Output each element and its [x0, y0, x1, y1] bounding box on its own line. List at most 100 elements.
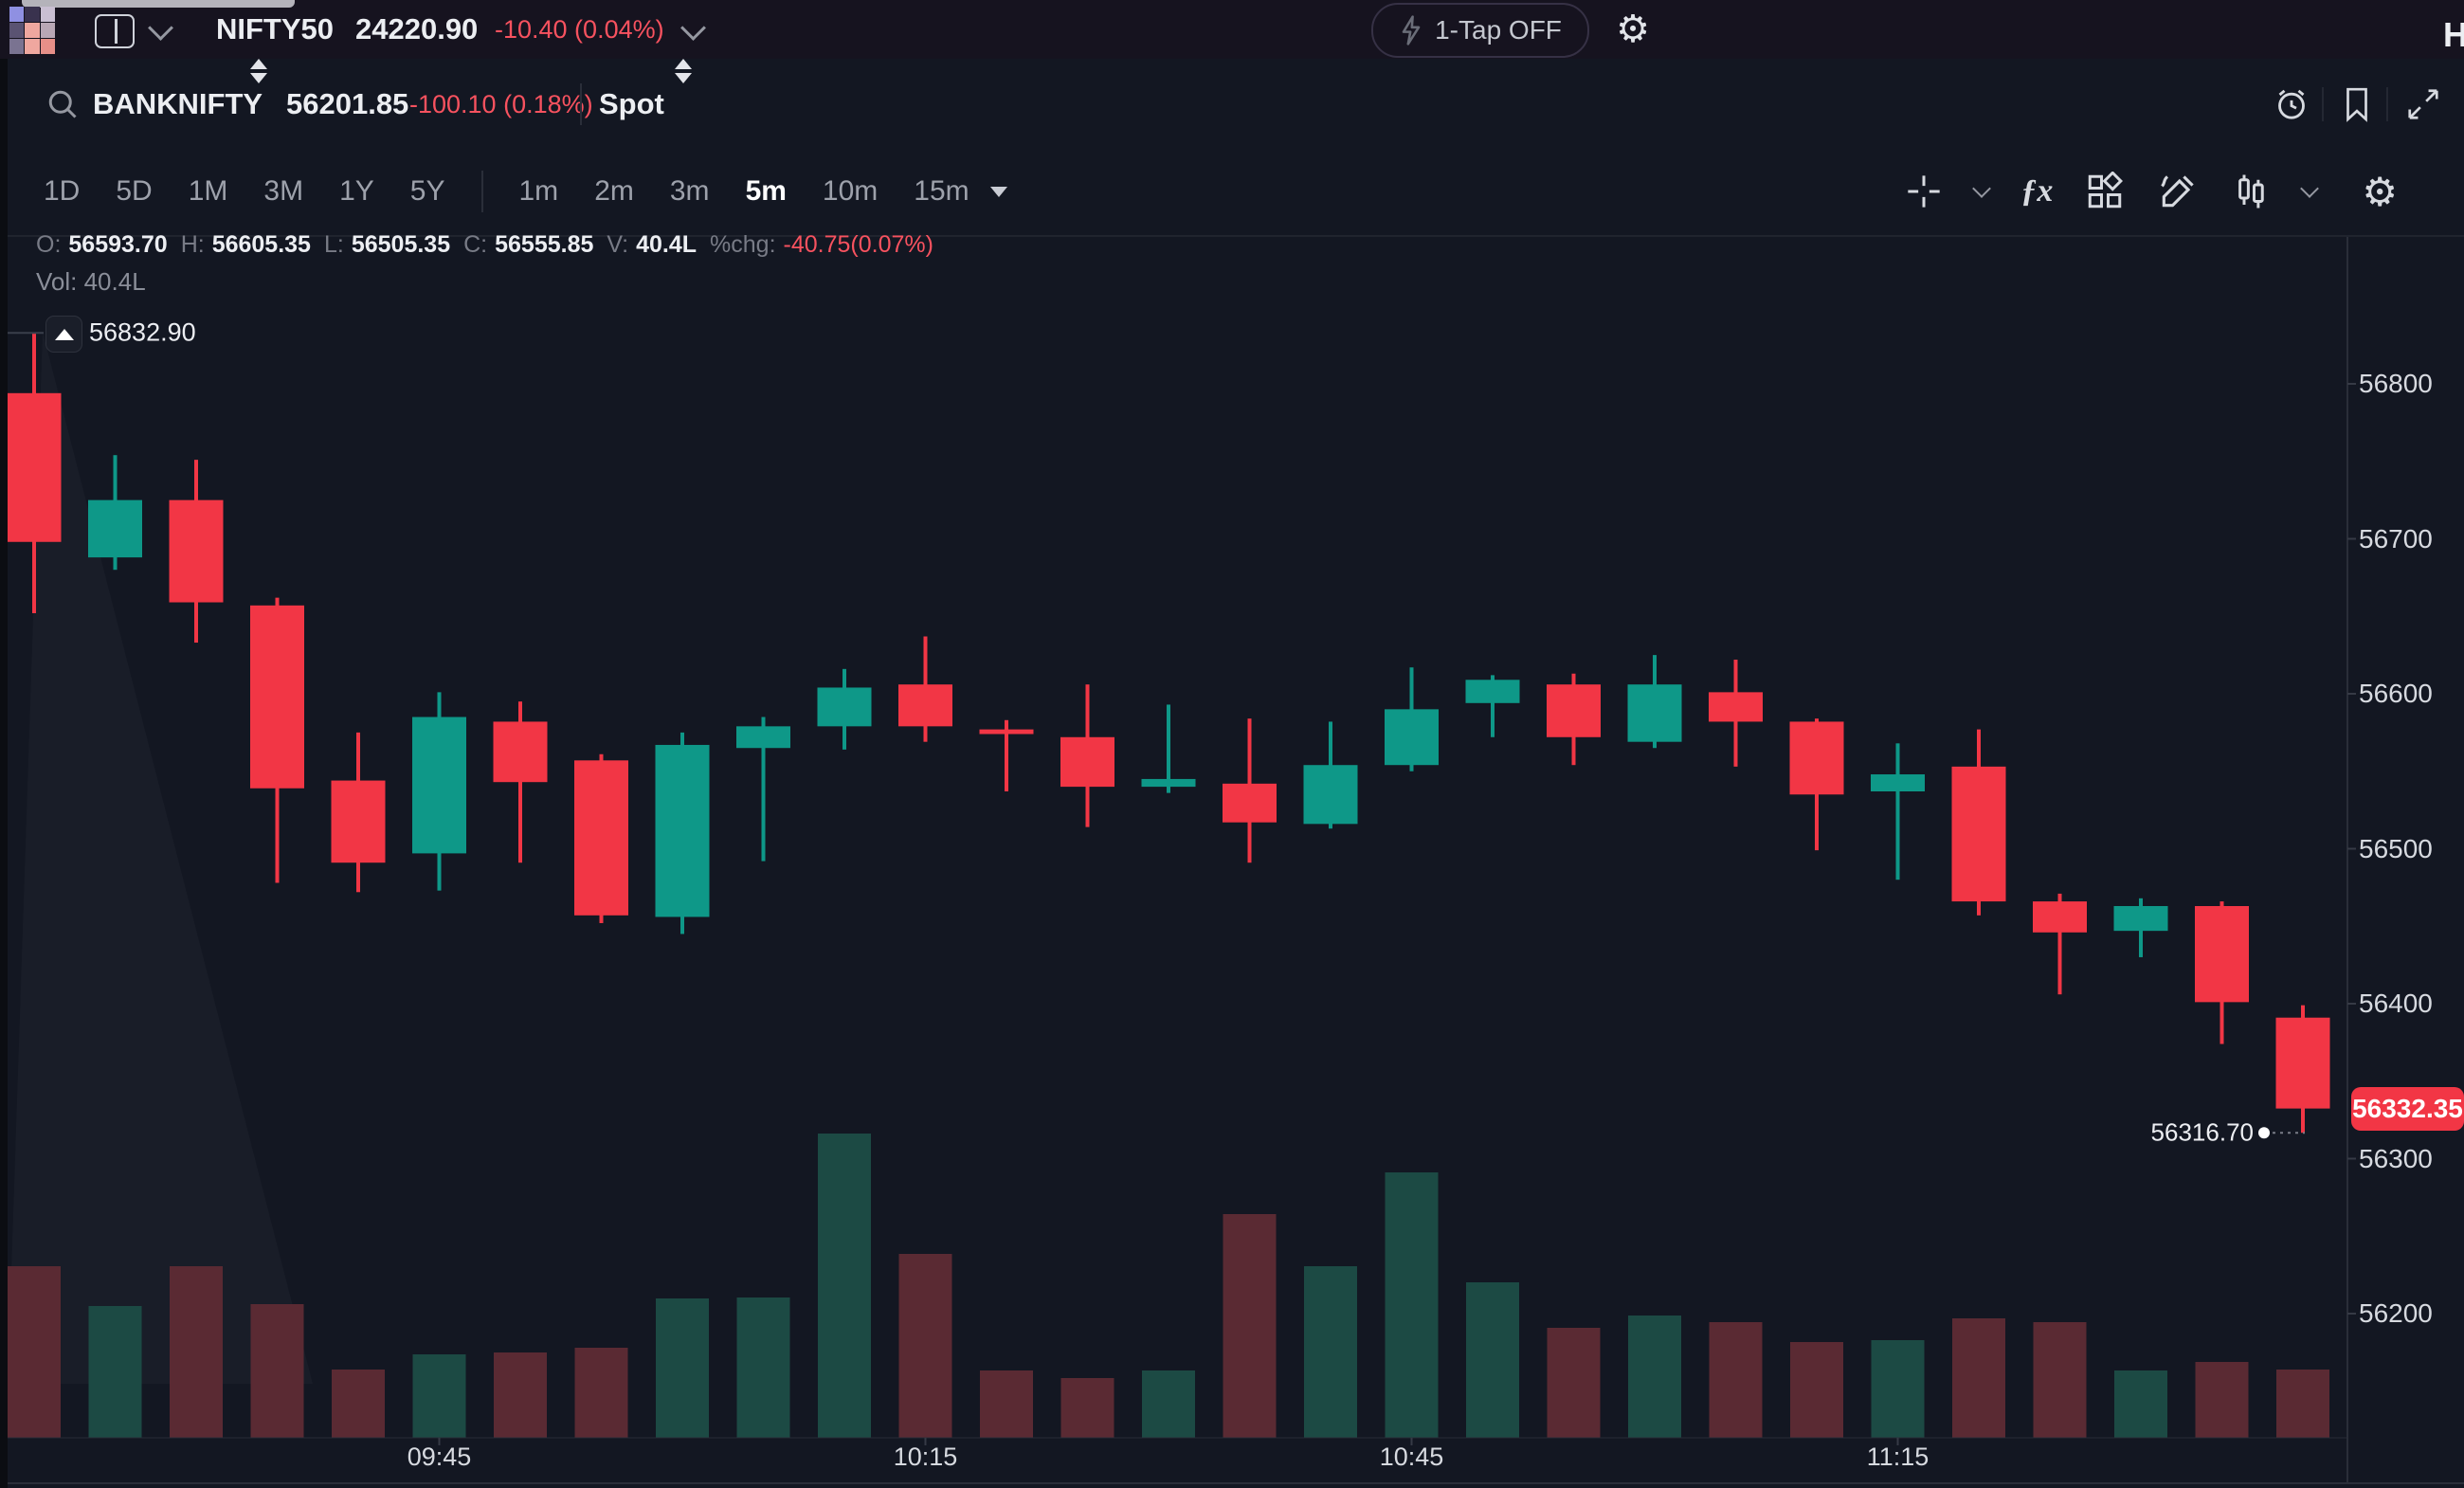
candle-wick [761, 717, 766, 862]
volume-bar [1547, 1328, 1601, 1438]
top-bar: NIFTY50 24220.90 -10.40 (0.04%) 1-Tap OF… [0, 0, 2464, 59]
candle-wick [1491, 675, 1495, 737]
candle-wick [1005, 719, 1008, 792]
price-axis-label: 56400 [2359, 989, 2433, 1018]
volume-bar [2033, 1322, 2087, 1438]
crosshair-icon[interactable] [1905, 172, 1943, 210]
candle-wick [1167, 704, 1170, 793]
candle-body [1627, 684, 1682, 742]
time-axis-label: 10:15 [893, 1443, 958, 1471]
ohlc-chg-value: -40.75(0.07%) [783, 231, 933, 258]
candle-body [1303, 765, 1358, 825]
timeframe-3m[interactable]: 3m [669, 175, 710, 207]
timeframe-5D[interactable]: 5D [116, 175, 153, 207]
volume-readout: Vol: 40.4L [36, 267, 146, 296]
logo-cell [40, 23, 55, 38]
scroll-to-high-button[interactable] [45, 316, 82, 353]
candle-body [331, 780, 386, 863]
ohlc-chg-label: %chg: [710, 231, 776, 258]
candle-body [1951, 766, 2006, 902]
widgets-grid-icon[interactable] [2085, 172, 2125, 211]
ohlc-l-label: L: [323, 231, 344, 258]
timeframe-5Y[interactable]: 5Y [409, 175, 445, 207]
candle-body [1547, 684, 1601, 737]
ohlc-h-value: 56605.35 [211, 231, 311, 258]
left-edge-strip [0, 59, 8, 1488]
price-axis-label: 56500 [2359, 833, 2433, 863]
volume-bar [898, 1254, 952, 1438]
chart-symbol[interactable]: BANKNIFTY [93, 87, 263, 120]
index-symbol[interactable]: NIFTY50 [216, 12, 335, 45]
app-logo[interactable] [9, 7, 55, 54]
volume-bar [2114, 1370, 2167, 1438]
chart-toolbar: 1D 5D 1M 3M 1Y 5Y 1m 2m 3m 5m 10m 15m ƒx [0, 150, 2464, 237]
day-low-dot [2258, 1127, 2270, 1139]
indicators-fx-icon[interactable]: ƒx [2020, 173, 2054, 209]
logo-cell [25, 7, 40, 22]
candle-body [655, 744, 710, 917]
candle-body [412, 717, 466, 854]
volume-bar [1466, 1282, 1519, 1438]
layout-columns-icon[interactable] [95, 14, 135, 48]
timeframe-1M[interactable]: 1M [188, 175, 228, 207]
one-tap-toggle[interactable]: 1-Tap OFF [1371, 3, 1589, 58]
volume-bar [1709, 1322, 1763, 1438]
volume-bar [1304, 1266, 1357, 1438]
logo-cell [40, 39, 55, 54]
chart-settings-gear-icon[interactable]: ⚙ [2362, 169, 2398, 214]
day-high-label: 56832.90 [89, 318, 196, 347]
volume-bar [1790, 1342, 1843, 1438]
bookmark-icon[interactable] [2341, 59, 2373, 150]
ohlc-o-label: O: [36, 231, 62, 258]
symbol-bar: BANKNIFTY 56201.85 -100.10 (0.18%) Spot [0, 59, 2464, 152]
divider [580, 83, 582, 125]
gear-icon[interactable]: ⚙ [1616, 9, 1650, 50]
volume-bar [2276, 1370, 2329, 1438]
price-axis-label: 56200 [2359, 1298, 2433, 1328]
timeframe-3M[interactable]: 3M [263, 175, 304, 207]
candle-body [2113, 905, 2168, 932]
candle-body [2033, 901, 2087, 933]
timeframe-1m[interactable]: 1m [518, 175, 559, 207]
volume-bar [8, 1266, 61, 1438]
timeframe-1D[interactable]: 1D [44, 175, 81, 207]
volume-bar [1385, 1172, 1439, 1438]
divider [480, 171, 483, 212]
mode-swap-icon[interactable] [675, 59, 692, 150]
volume-bar [250, 1304, 304, 1438]
candle-body [7, 392, 62, 542]
last-price-badge: 56332.35 [2351, 1086, 2464, 1131]
ohlc-l-value: 56505.35 [351, 231, 451, 258]
volume-bar [574, 1348, 628, 1438]
timeframe-10m[interactable]: 10m [822, 175, 879, 207]
partial-letter: H [2443, 15, 2464, 54]
symbol-swap-icon[interactable] [250, 59, 267, 150]
caret-down-icon[interactable] [989, 186, 1007, 197]
chart-symbol-price: 56201.85 [286, 87, 409, 120]
logo-cell [9, 39, 25, 54]
expand-icon[interactable] [2405, 59, 2441, 150]
candle-body [1465, 680, 1520, 703]
ohlc-readout: O: 56593.70 H: 56605.35 L: 56505.35 C: 56555… [36, 231, 933, 259]
search-icon[interactable] [45, 59, 80, 150]
timeframe-15m[interactable]: 15m [914, 175, 969, 207]
spot-mode[interactable]: Spot [599, 87, 664, 120]
ohlc-c-label: C: [463, 231, 488, 258]
volume-bar [170, 1266, 223, 1438]
triangle-up-icon [54, 328, 74, 340]
index-change: -10.40 (0.04%) [495, 15, 664, 44]
tooltip-sliver [22, 0, 295, 8]
time-axis-label: 11:15 [1866, 1443, 1930, 1471]
volume-bar [818, 1134, 871, 1438]
alert-clock-icon[interactable] [2273, 59, 2310, 150]
candle-wick [1895, 743, 1900, 880]
candle-body [1141, 778, 1196, 788]
candle-body [979, 729, 1034, 735]
candle-style-icon[interactable] [2231, 172, 2271, 211]
timeframe-1Y[interactable]: 1Y [339, 175, 374, 207]
draw-pencil-icon[interactable] [2157, 171, 2199, 212]
timeframe-5m[interactable]: 5m [745, 175, 787, 207]
timeframe-2m[interactable]: 2m [594, 175, 634, 207]
